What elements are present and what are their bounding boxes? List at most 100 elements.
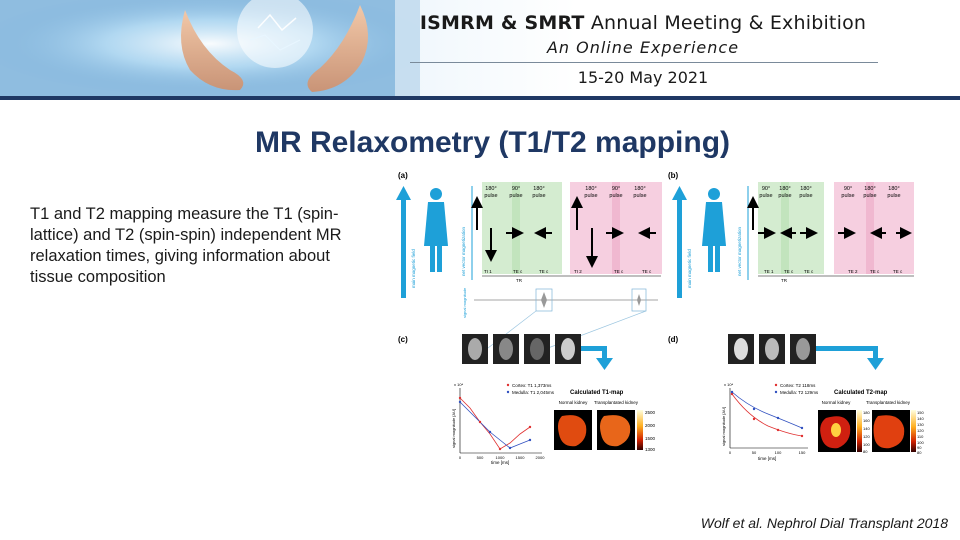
svg-text:180°: 180°: [864, 186, 875, 192]
svg-text:pulse: pulse: [799, 193, 812, 199]
svg-text:100: 100: [775, 450, 782, 455]
t1-kidney-maps: [554, 410, 643, 450]
svg-text:160: 160: [863, 418, 870, 423]
svg-text:signal magnitude [AU]: signal magnitude [AU]: [451, 409, 456, 448]
svg-text:90°: 90°: [844, 186, 852, 192]
axis-signal-label-a: signal magnitude: [462, 287, 467, 318]
svg-text:180°: 180°: [779, 186, 790, 192]
svg-text:180: 180: [863, 410, 870, 415]
t2-map-labels: Normal kidney Transplantated kidney: [822, 400, 911, 405]
svg-text:Transplantated kidney: Transplantated kidney: [594, 400, 639, 405]
svg-text:80: 80: [863, 449, 868, 454]
svg-text:pulse: pulse: [841, 193, 854, 199]
svg-text:TE c: TE c: [804, 269, 814, 274]
svg-text:1500: 1500: [516, 455, 526, 460]
conference-banner: ISMRM & SMRT Annual Meeting & Exhibition…: [0, 0, 960, 97]
svg-text:1500: 1500: [645, 436, 656, 441]
svg-text:pulse: pulse: [759, 193, 772, 199]
banner-rule: [0, 96, 960, 100]
svg-text:pulse: pulse: [633, 193, 646, 199]
svg-text:pulse: pulse: [778, 193, 791, 199]
magnetization-arrows-a: [471, 196, 656, 268]
t2-relaxation-chart: x 10⁴ signal magnitude [AU] time [ms] 0 …: [721, 382, 808, 461]
svg-text:2000: 2000: [536, 455, 546, 460]
svg-text:90: 90: [917, 445, 922, 450]
axis-field-label-a: main magnetic field: [411, 249, 416, 288]
svg-text:pulse: pulse: [509, 193, 522, 199]
svg-text:2000: 2000: [645, 423, 656, 428]
svg-text:500: 500: [477, 455, 484, 460]
image-flow-arrow-c: [581, 346, 613, 370]
t1-map-labels: Normal kidney Transplantated kidney: [559, 400, 639, 405]
svg-text:TR: TR: [516, 278, 523, 283]
t1-scale-labels: 2500 2000 1500 1300: [645, 410, 656, 452]
svg-text:Cortex: T2 118ms: Cortex: T2 118ms: [780, 383, 816, 388]
relaxometry-figure: (a) main magnetic field net vector magne…: [396, 171, 924, 465]
svg-text:180°: 180°: [634, 186, 645, 192]
svg-text:TE c: TE c: [870, 269, 880, 274]
svg-text:100: 100: [917, 440, 924, 445]
svg-text:Medulla: T1 2,045ms: Medulla: T1 2,045ms: [512, 390, 555, 395]
axis-vector-label-b: net vector magnetization: [737, 226, 742, 276]
field-arrow-b: [672, 186, 687, 298]
svg-text:Normal kidney: Normal kidney: [559, 400, 589, 405]
svg-text:signal magnitude [AU]: signal magnitude [AU]: [721, 407, 726, 446]
t2-scale-labels-transplant: 150 140 130 120 110 100 90 80: [917, 410, 924, 455]
banner-divider: [410, 62, 878, 63]
svg-text:150: 150: [799, 450, 806, 455]
svg-text:2500: 2500: [645, 410, 656, 415]
svg-text:150: 150: [917, 410, 924, 415]
svg-text:0: 0: [459, 455, 462, 460]
conference-title: ISMRM & SMRT Annual Meeting & Exhibition: [419, 12, 867, 34]
svg-text:180°: 180°: [533, 186, 544, 192]
svg-text:time [ms]: time [ms]: [491, 460, 509, 465]
pulse-labels-b: 90°pulse 180°pulse 180°pulse 90°pulse 18…: [759, 186, 900, 199]
slide-body-text: T1 and T2 mapping measure the T1 (spin-l…: [30, 205, 342, 286]
svg-text:x 10⁴: x 10⁴: [724, 382, 734, 387]
svg-text:pulse: pulse: [484, 193, 497, 199]
conference-date: 15-20 May 2021: [577, 68, 709, 87]
svg-text:1300: 1300: [645, 447, 656, 452]
svg-text:Cortex: T1 1,373ms: Cortex: T1 1,373ms: [512, 383, 552, 388]
svg-text:120: 120: [863, 434, 870, 439]
svg-text:50: 50: [752, 450, 757, 455]
mri-image-strip-d: [728, 334, 816, 364]
mri-image-strip-c: [462, 334, 581, 364]
svg-text:140: 140: [863, 426, 870, 431]
svg-text:TE c: TE c: [513, 269, 523, 274]
image-flow-arrow-d: [816, 346, 884, 370]
svg-text:90°: 90°: [762, 186, 770, 192]
svg-text:pulse: pulse: [584, 193, 597, 199]
svg-text:1000: 1000: [496, 455, 506, 460]
banner-hands-artwork: [0, 0, 420, 97]
svg-text:180°: 180°: [800, 186, 811, 192]
svg-text:TI 2: TI 2: [574, 269, 582, 274]
svg-text:TE c: TE c: [893, 269, 903, 274]
svg-text:120: 120: [917, 428, 924, 433]
svg-text:Medulla: T2 129ms: Medulla: T2 129ms: [780, 390, 819, 395]
svg-text:time [ms]: time [ms]: [758, 456, 776, 461]
svg-text:TR: TR: [781, 278, 788, 283]
t1-legend: Cortex: T1 1,373ms Medulla: T1 2,045ms: [506, 383, 555, 395]
svg-text:110: 110: [917, 434, 924, 439]
timing-labels-a: TI 1 TE c TE c TI 2 TE c TE c TR: [484, 269, 652, 283]
magnetization-arrows-b: [747, 196, 912, 239]
panel-label-b: (b): [668, 171, 679, 180]
t1-map-title: Calculated T1-map: [570, 390, 624, 396]
svg-text:90°: 90°: [612, 186, 620, 192]
svg-text:130: 130: [917, 422, 924, 427]
svg-text:pulse: pulse: [532, 193, 545, 199]
panel-label-a: (a): [398, 171, 408, 180]
svg-text:Transplantated kidney: Transplantated kidney: [866, 400, 911, 405]
svg-text:80: 80: [917, 450, 922, 455]
female-figure-icon: [424, 188, 448, 272]
svg-text:180°: 180°: [888, 186, 899, 192]
panel-label-c: (c): [398, 335, 408, 344]
timing-labels-b: TE 1 TE c TE c TE 2 TE c TE c TR: [764, 269, 903, 283]
axis-vector-label-a: net vector magnetization: [461, 226, 466, 276]
svg-text:TE c: TE c: [614, 269, 624, 274]
svg-text:90°: 90°: [512, 186, 520, 192]
svg-text:pulse: pulse: [609, 193, 622, 199]
svg-text:TE c: TE c: [539, 269, 549, 274]
slide-title: MR Relaxometry (T1/T2 mapping): [254, 126, 731, 159]
